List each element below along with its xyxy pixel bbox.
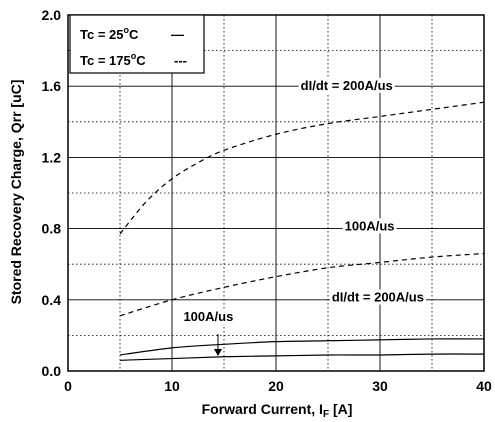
legend-box [69, 14, 205, 74]
legend: Tc = 25oC — Tc = 175oC --- [69, 14, 205, 74]
annotation-label-bg-2 [329, 289, 426, 305]
axis-ticks: 0 10 20 30 40 0.0 0.4 0.8 1.2 1.6 2.0 [42, 7, 492, 394]
plot-area-frame [67, 14, 485, 372]
x-tick-label: 40 [476, 378, 492, 394]
legend-marker-175c: --- [174, 53, 187, 68]
x-tick-label: 20 [268, 378, 284, 394]
x-axis-label-main: Forward Current, I [202, 401, 323, 417]
series-line-3 [119, 353, 485, 361]
y-axis-label: Stored Recovery Charge, Qrr [uC] [8, 80, 24, 305]
legend-entry-25c-end: C [129, 27, 139, 42]
y-tick-label: 0.4 [42, 292, 62, 308]
annotation-label-0: dI/dt = 200A/us [301, 78, 393, 93]
annotation-label-3: 100A/us [183, 309, 233, 324]
legend-marker-25c: — [171, 27, 184, 42]
x-tick-label: 10 [164, 378, 180, 394]
legend-entry-175c-end: C [136, 53, 146, 68]
annotations: dI/dt = 200A/us 100A/us dI/dt = 200A/us 100… [181, 77, 426, 325]
annotation-label-2: dI/dt = 200A/us [332, 290, 424, 305]
legend-entry-25c-sup: o [123, 25, 129, 35]
legend-entry-175c: Tc = 175oC [80, 51, 146, 68]
legend-entry-25c: Tc = 25oC [80, 25, 139, 42]
annotation-arrow-head [214, 349, 222, 356]
x-tick-label: 30 [372, 378, 388, 394]
series-group [119, 101, 485, 361]
annotation-label-1: 100A/us [345, 218, 395, 233]
annotation-label-bg-1 [342, 218, 397, 234]
y-tick-label: 0.8 [42, 221, 62, 237]
legend-entry-175c-sup: o [131, 51, 137, 61]
x-axis-label-suffix: [A] [329, 401, 352, 417]
x-axis-label-sub: F [323, 409, 329, 420]
y-tick-label: 1.2 [42, 149, 62, 165]
series-line-1 [119, 252, 485, 317]
legend-entry-175c-main: Tc = 175 [80, 53, 131, 68]
x-axis-label: Forward Current, IF [A] [202, 401, 353, 420]
legend-entry-25c-main: Tc = 25 [80, 27, 123, 42]
annotation-label-bg-0 [298, 77, 395, 93]
series-line-2 [119, 338, 485, 356]
x-tick-label: 0 [64, 378, 72, 394]
y-tick-label: 2.0 [42, 7, 62, 23]
y-tick-label: 0.0 [42, 363, 62, 379]
y-tick-label: 1.6 [42, 78, 62, 94]
annotation-label-bg-3 [181, 309, 236, 325]
